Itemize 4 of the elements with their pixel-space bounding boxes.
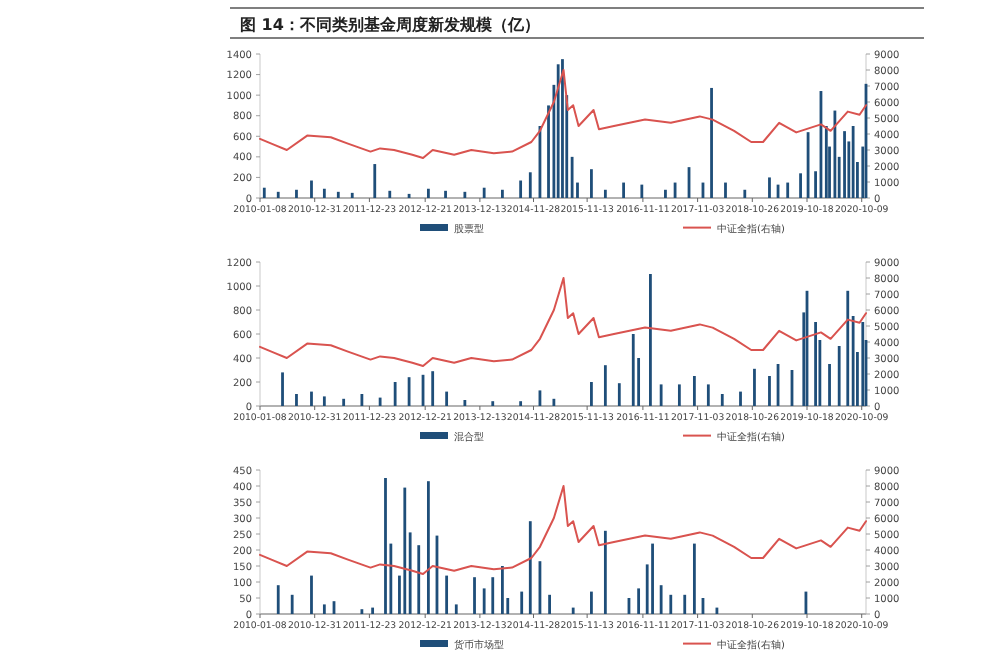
line-series <box>259 485 867 575</box>
line-series <box>259 69 867 159</box>
chart-title: 图 14：不同类别基金周度新发规模（亿） <box>240 14 540 34</box>
line-series <box>259 277 867 367</box>
